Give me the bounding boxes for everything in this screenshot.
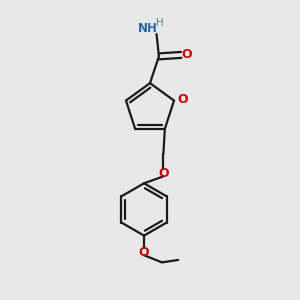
Text: NH: NH xyxy=(138,22,158,35)
Text: O: O xyxy=(139,246,149,259)
Text: O: O xyxy=(158,167,169,180)
Text: O: O xyxy=(182,48,193,62)
Text: H: H xyxy=(156,18,164,28)
Text: O: O xyxy=(177,94,188,106)
